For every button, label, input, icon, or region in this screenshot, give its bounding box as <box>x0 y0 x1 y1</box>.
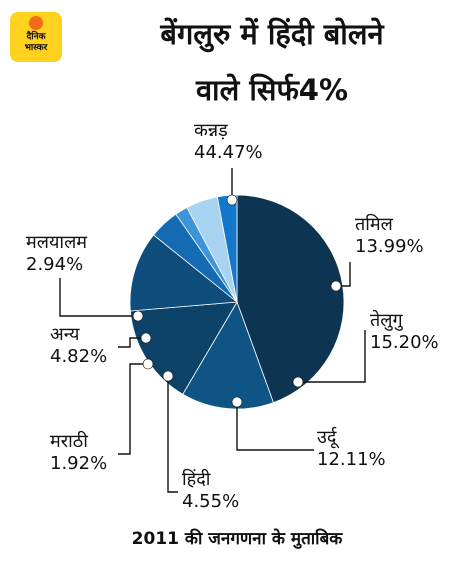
leader-dot <box>226 194 238 206</box>
slice-name: अन्य <box>50 324 80 345</box>
slice-label: उर्दू 12.11% <box>317 427 386 471</box>
slice-name: उर्दू <box>317 427 337 448</box>
slice-value: 2.94% <box>26 254 84 275</box>
slice-value: 4.82% <box>50 346 108 367</box>
leader-line <box>59 278 138 317</box>
slice-name: मराठी <box>50 431 88 452</box>
slice-label: अन्य 4.82% <box>50 324 107 368</box>
chart-title-line2: वाले सिर्फ4% <box>195 73 349 107</box>
leader-dot <box>162 370 174 382</box>
leader-dot <box>140 332 152 344</box>
pie-slice <box>216 194 238 303</box>
slice-label: हिंदी 4.55% <box>182 469 239 513</box>
slice-label: तेलुगु 15.20% <box>370 310 439 354</box>
pie-slice <box>182 301 274 410</box>
slice-value: 12.11% <box>317 449 386 470</box>
slice-value: 44.47% <box>194 142 263 163</box>
slice-name: मलयालम <box>26 232 88 253</box>
slice-name: तेलुगु <box>370 310 403 331</box>
chart-title-line1: बेंगलुरु में हिंदी बोलने <box>160 17 384 51</box>
leader-dot <box>292 376 304 388</box>
slice-value: 1.92% <box>50 453 108 474</box>
pie-slice <box>129 234 239 312</box>
leader-line <box>167 376 178 493</box>
sun-icon <box>29 16 43 30</box>
leader-line <box>236 402 314 451</box>
leader-dot <box>330 280 342 292</box>
slice-name: कन्नड़ <box>194 120 228 141</box>
leader-line <box>298 330 366 383</box>
leader-line <box>118 363 148 455</box>
leader-dot <box>132 310 144 322</box>
slice-label: मराठी 1.92% <box>50 431 107 475</box>
leader-dot <box>231 396 243 408</box>
slice-name: हिंदी <box>182 469 211 490</box>
slice-value: 15.20% <box>370 332 439 353</box>
slice-label: तमिल 13.99% <box>355 214 424 258</box>
leader-line <box>118 337 146 348</box>
logo-line2: भास्कर <box>24 43 48 53</box>
slice-name: तमिल <box>355 214 393 235</box>
leader-dot <box>142 358 154 370</box>
slice-label: कन्नड़ 44.47% <box>194 120 263 164</box>
brand-logo: दैनिक भास्कर <box>10 12 62 62</box>
slice-value: 4.55% <box>182 491 240 512</box>
slice-label: मलयालम 2.94% <box>26 232 87 276</box>
slice-value: 13.99% <box>355 236 424 257</box>
pie-slice <box>236 194 345 404</box>
chart-footnote: 2011 की जनगणना के मुताबिक <box>131 529 343 549</box>
logo-line1: दैनिक <box>26 32 46 42</box>
